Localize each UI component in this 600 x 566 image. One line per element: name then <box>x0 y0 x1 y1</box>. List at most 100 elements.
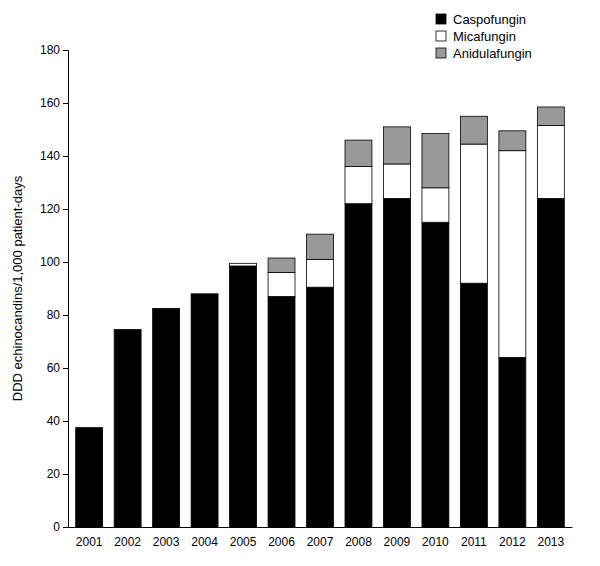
bar <box>307 234 334 259</box>
bar <box>383 198 410 527</box>
legend-swatch <box>436 48 446 58</box>
bar <box>191 294 218 527</box>
legend-swatch <box>436 31 446 41</box>
x-tick: 2011 <box>461 527 487 549</box>
tick-label: 120 <box>40 202 60 216</box>
bar <box>460 144 487 283</box>
bar <box>114 330 141 527</box>
tick-label: 2006 <box>268 535 295 549</box>
x-tick: 2005 <box>230 527 257 549</box>
bar <box>345 140 372 167</box>
tick-mark <box>63 368 68 369</box>
x-tick: 2003 <box>153 527 180 549</box>
legend-item: Caspofungin <box>436 12 526 27</box>
tick-mark <box>63 262 68 263</box>
tick-label: 140 <box>40 149 60 163</box>
chart: 0204060801001201401601802001200220032004… <box>0 0 600 566</box>
bar <box>114 329 141 330</box>
tick-mark <box>63 474 68 475</box>
y-tick: 160 <box>40 96 68 110</box>
legend-label: Caspofungin <box>453 12 526 27</box>
x-tick: 2009 <box>384 527 411 549</box>
bar <box>537 126 564 199</box>
tick-label: 2005 <box>230 535 257 549</box>
bar <box>76 427 103 428</box>
bar <box>268 273 295 297</box>
bar <box>383 164 410 198</box>
legend: Caspofungin Micafungin Anidulafungin <box>436 12 532 61</box>
tick-label: 60 <box>47 361 61 375</box>
y-axis: 020406080100120140160180 <box>40 43 69 534</box>
x-tick: 2012 <box>499 527 526 549</box>
bar <box>383 127 410 164</box>
bar <box>345 167 372 204</box>
x-tick: 2013 <box>537 527 564 549</box>
tick-label: 2001 <box>76 535 103 549</box>
tick-mark <box>63 156 68 157</box>
x-tick: 2007 <box>307 527 334 549</box>
bar <box>499 131 526 151</box>
bar <box>191 293 218 294</box>
tick-mark <box>63 421 68 422</box>
bar <box>422 188 449 222</box>
tick-label: 2011 <box>461 535 487 549</box>
bars <box>76 107 565 527</box>
tick-label: 2003 <box>153 535 180 549</box>
y-tick: 180 <box>40 43 68 57</box>
legend-label: Anidulafungin <box>453 46 532 61</box>
bar <box>345 204 372 527</box>
bar <box>268 258 295 273</box>
legend-label: Micafungin <box>453 29 516 44</box>
bar <box>537 107 564 126</box>
x-tick: 2002 <box>114 527 141 549</box>
y-tick: 0 <box>53 520 68 534</box>
tick-label: 2008 <box>345 535 372 549</box>
axis-line <box>63 51 69 528</box>
bar <box>268 296 295 527</box>
bar <box>76 428 103 527</box>
legend-swatch <box>436 14 446 24</box>
bar <box>230 266 257 527</box>
tick-label: 2007 <box>307 535 334 549</box>
bar <box>460 283 487 527</box>
tick-label: 180 <box>40 43 60 57</box>
tick-mark <box>63 315 68 316</box>
bar <box>153 308 180 309</box>
y-tick: 140 <box>40 149 68 163</box>
bar <box>499 151 526 358</box>
bar <box>191 293 218 294</box>
bar <box>307 259 334 287</box>
tick-mark <box>63 527 68 528</box>
tick-mark <box>63 103 68 104</box>
x-tick: 2001 <box>76 527 103 549</box>
tick-label: 40 <box>47 414 61 428</box>
y-tick: 20 <box>47 467 68 481</box>
plot: 0204060801001201401601802001200220032004… <box>40 43 573 548</box>
y-tick: 100 <box>40 255 68 269</box>
tick-label: 2013 <box>537 535 564 549</box>
bar <box>307 287 334 527</box>
y-tick: 60 <box>47 361 68 375</box>
bar <box>230 263 257 264</box>
legend-item: Anidulafungin <box>436 46 532 61</box>
y-tick: 120 <box>40 202 68 216</box>
tick-label: 0 <box>53 520 60 534</box>
tick-label: 2004 <box>191 535 218 549</box>
tick-label: 2002 <box>114 535 141 549</box>
bar <box>230 263 257 266</box>
bar <box>153 308 180 309</box>
tick-mark <box>63 50 68 51</box>
bar <box>422 133 449 187</box>
x-tick: 2008 <box>345 527 372 549</box>
bar <box>76 427 103 428</box>
legend-item: Micafungin <box>436 29 516 44</box>
x-tick: 2004 <box>191 527 218 549</box>
bar <box>153 308 180 527</box>
bar <box>537 198 564 527</box>
x-axis: 2001200220032004200520062007200820092010… <box>69 527 573 549</box>
tick-label: 160 <box>40 96 60 110</box>
bar <box>460 116 487 144</box>
bar <box>499 357 526 527</box>
tick-label: 2012 <box>499 535 526 549</box>
y-tick: 40 <box>47 414 68 428</box>
